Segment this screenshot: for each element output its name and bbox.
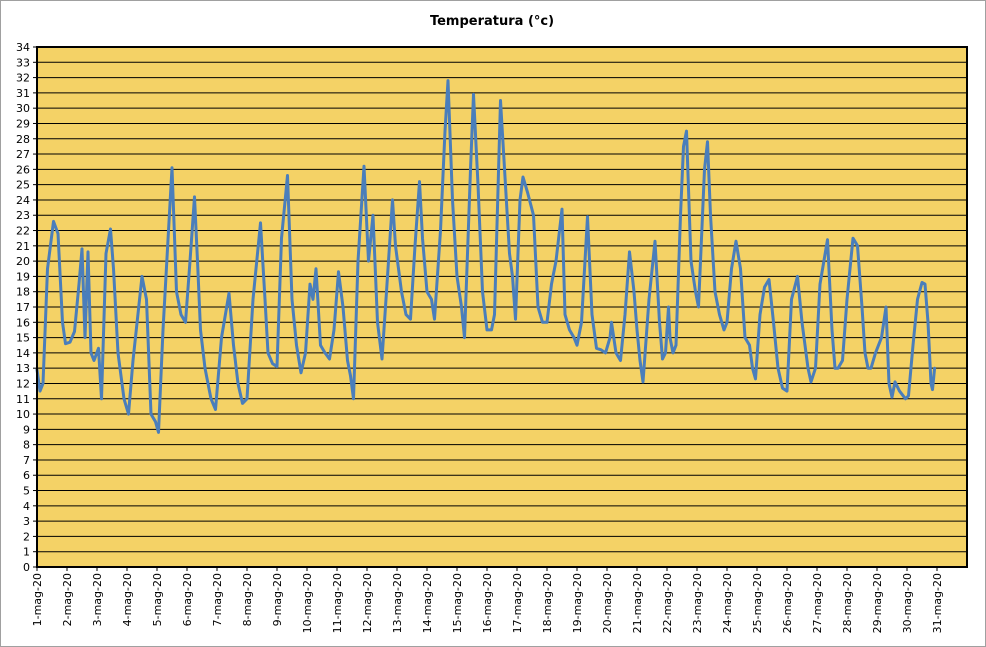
y-tick-label: 0	[23, 561, 30, 574]
y-tick-label: 23	[16, 209, 30, 222]
x-tick-label: 1-mag-20	[31, 573, 44, 626]
x-tick-label: 2-mag-20	[61, 573, 74, 626]
y-tick-label: 22	[16, 225, 30, 238]
x-tick-label: 7-mag-20	[211, 573, 224, 626]
y-tick-label: 21	[16, 240, 30, 253]
y-tick-label: 5	[23, 485, 30, 498]
x-tick-label: 8-mag-20	[241, 573, 254, 626]
series-layer	[35, 79, 937, 434]
y-axis-ticks: 0123456789101112131415161718192021222324…	[16, 41, 37, 574]
y-tick-label: 17	[16, 301, 30, 314]
y-tick-label: 1	[23, 546, 30, 559]
x-tick-label: 5-mag-20	[151, 573, 164, 626]
x-tick-label: 11-mag-20	[331, 573, 344, 633]
x-tick-label: 28-mag-20	[841, 573, 854, 633]
x-tick-label: 21-mag-20	[631, 573, 644, 633]
y-tick-label: 2	[23, 530, 30, 543]
x-tick-label: 17-mag-20	[511, 573, 524, 633]
y-tick-label: 3	[23, 515, 30, 528]
y-tick-label: 14	[16, 347, 30, 360]
y-tick-label: 26	[16, 163, 30, 176]
y-tick-label: 8	[23, 439, 30, 452]
y-tick-label: 24	[16, 194, 30, 207]
x-tick-label: 20-mag-20	[601, 573, 614, 633]
y-tick-label: 13	[16, 362, 30, 375]
x-tick-label: 15-mag-20	[451, 573, 464, 633]
y-tick-label: 33	[16, 56, 30, 69]
x-tick-label: 27-mag-20	[811, 573, 824, 633]
x-tick-label: 31-mag-20	[931, 573, 944, 633]
y-tick-label: 6	[23, 469, 30, 482]
y-tick-label: 10	[16, 408, 30, 421]
y-tick-label: 19	[16, 270, 30, 283]
x-tick-label: 30-mag-20	[901, 573, 914, 633]
x-tick-label: 18-mag-20	[541, 573, 554, 633]
chart-title: Temperatura (°c)	[429, 14, 555, 29]
x-tick-label: 10-mag-20	[301, 573, 314, 633]
y-tick-label: 29	[16, 117, 30, 130]
y-tick-label: 12	[16, 377, 30, 390]
y-tick-label: 9	[23, 423, 30, 436]
x-tick-label: 13-mag-20	[391, 573, 404, 633]
x-tick-label: 19-mag-20	[571, 573, 584, 633]
x-tick-label: 23-mag-20	[691, 573, 704, 633]
y-tick-label: 31	[16, 87, 30, 100]
y-tick-label: 15	[16, 332, 30, 345]
x-tick-label: 9-mag-20	[271, 573, 284, 626]
x-tick-label: 4-mag-20	[121, 573, 134, 626]
x-tick-label: 3-mag-20	[91, 573, 104, 626]
y-tick-label: 34	[16, 41, 30, 54]
y-tick-label: 32	[16, 72, 30, 85]
x-tick-label: 29-mag-20	[871, 573, 884, 633]
y-tick-label: 27	[16, 148, 30, 161]
y-tick-label: 16	[16, 316, 30, 329]
y-tick-label: 7	[23, 454, 30, 467]
temperature-series-line	[35, 79, 937, 434]
x-tick-label: 14-mag-20	[421, 573, 434, 633]
y-tick-label: 30	[16, 102, 30, 115]
y-tick-label: 18	[16, 286, 30, 299]
x-tick-label: 25-mag-20	[751, 573, 764, 633]
x-tick-label: 24-mag-20	[721, 573, 734, 633]
x-tick-label: 22-mag-20	[661, 573, 674, 633]
y-tick-label: 28	[16, 133, 30, 146]
x-tick-label: 26-mag-20	[781, 573, 794, 633]
plot-frame	[36, 46, 968, 568]
x-tick-label: 12-mag-20	[361, 573, 374, 633]
x-tick-label: 6-mag-20	[181, 573, 194, 626]
x-tick-label: 16-mag-20	[481, 573, 494, 633]
y-tick-label: 4	[23, 500, 30, 513]
x-axis-ticks: 1-mag-20 2-mag-20 3-mag-20 4-mag-20 5-mag-20…	[31, 567, 944, 633]
y-tick-label: 25	[16, 179, 30, 192]
grid-lines	[37, 46, 967, 568]
y-tick-label: 20	[16, 255, 30, 268]
y-tick-label: 11	[16, 393, 30, 406]
